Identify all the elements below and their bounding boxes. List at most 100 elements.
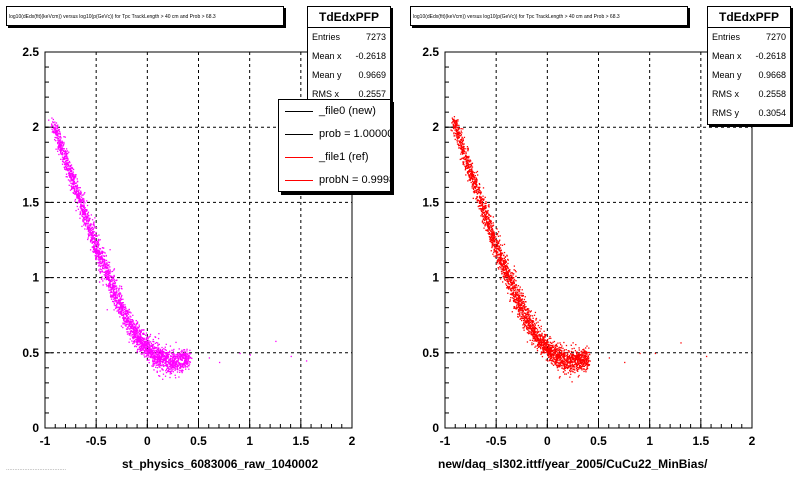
data-point — [457, 120, 459, 122]
data-point — [63, 157, 66, 160]
data-point — [517, 302, 520, 305]
data-point — [165, 357, 167, 360]
data-point — [168, 361, 171, 363]
data-point — [486, 215, 488, 218]
data-point — [72, 168, 75, 171]
data-point — [104, 264, 106, 266]
data-point — [115, 296, 117, 299]
data-point — [580, 364, 582, 367]
data-point — [167, 364, 169, 366]
data-point — [566, 363, 568, 365]
data-point — [61, 140, 63, 142]
data-point — [68, 184, 70, 186]
data-point — [570, 373, 572, 375]
data-point — [529, 311, 531, 313]
data-point — [547, 343, 549, 346]
data-point — [65, 164, 67, 166]
data-point — [64, 165, 67, 168]
data-point — [484, 213, 486, 216]
data-point — [518, 290, 521, 292]
data-point — [150, 342, 153, 345]
data-point — [186, 353, 188, 355]
data-point — [541, 339, 543, 341]
data-point — [480, 210, 483, 213]
data-point — [59, 152, 62, 154]
data-point — [164, 348, 166, 351]
data-point — [583, 351, 585, 353]
data-point — [507, 259, 509, 261]
data-point — [55, 122, 58, 124]
data-point — [176, 361, 178, 363]
data-point — [130, 326, 133, 328]
data-point — [102, 265, 104, 267]
data-point — [104, 260, 106, 262]
data-point — [123, 315, 125, 317]
data-point — [111, 270, 114, 273]
data-point — [180, 370, 182, 372]
data-point — [59, 135, 62, 138]
data-point — [154, 357, 156, 360]
data-point — [570, 367, 572, 370]
data-point — [76, 181, 79, 183]
data-point — [111, 300, 114, 303]
data-point — [137, 348, 139, 350]
data-point — [583, 360, 586, 362]
data-point — [99, 239, 101, 241]
data-point — [144, 347, 147, 350]
data-point — [477, 191, 479, 193]
data-point — [527, 314, 529, 316]
data-point — [140, 330, 142, 332]
right-canvas-pad[interactable]: -1 -0.5 0 0.5 1 1.5 2 0 0.5 1 1.5 2 2.5 log10(dEdx(f… — [400, 0, 800, 480]
data-point — [106, 285, 108, 287]
data-point — [503, 266, 505, 268]
data-point — [564, 367, 567, 369]
data-point — [568, 355, 571, 358]
data-point — [95, 258, 97, 260]
data-point — [544, 349, 547, 351]
data-point — [130, 327, 132, 329]
x-tick-label: 0.5 — [590, 434, 607, 448]
data-point — [487, 223, 489, 226]
data-point — [487, 224, 489, 227]
data-point — [65, 162, 67, 164]
right-scatter-plot[interactable]: -1 -0.5 0 0.5 1 1.5 200.511.522.5 — [400, 0, 800, 480]
data-point — [473, 176, 475, 178]
data-point — [136, 327, 138, 329]
data-point — [159, 362, 161, 365]
data-point — [163, 358, 166, 361]
data-point — [115, 306, 118, 308]
data-point — [67, 157, 69, 160]
data-point — [68, 176, 71, 178]
data-point — [82, 210, 84, 212]
data-point — [84, 228, 86, 230]
data-point — [497, 266, 499, 269]
data-point — [514, 269, 516, 272]
data-point — [116, 300, 118, 302]
y-tick-label: 0.5 — [22, 346, 39, 360]
data-point — [74, 191, 76, 194]
data-point — [111, 295, 113, 297]
data-point — [127, 309, 129, 312]
data-point — [88, 217, 90, 219]
data-point — [73, 182, 75, 184]
legend[interactable]: _file0 (new) prob = 1.000000 _file1 (ref… — [278, 99, 391, 192]
data-point — [183, 349, 185, 351]
data-point — [120, 285, 123, 288]
data-point — [476, 193, 478, 195]
data-point — [153, 350, 156, 352]
data-point — [454, 126, 456, 129]
left-canvas-pad[interactable]: -1 -0.5 0 0.5 1 1.5 2 0 0.5 1 1.5 2 2.5 log10(dEdx(f… — [0, 0, 400, 480]
data-point — [581, 367, 583, 369]
data-point — [534, 324, 537, 326]
data-point — [542, 347, 544, 349]
data-point — [165, 349, 167, 351]
data-point — [129, 318, 131, 320]
data-point — [576, 362, 578, 364]
data-point — [177, 359, 180, 361]
data-point — [101, 252, 103, 254]
data-point — [483, 211, 485, 214]
data-point — [490, 231, 492, 233]
data-point — [556, 345, 558, 348]
data-point — [75, 209, 77, 212]
stats-row-mean-x: Mean x -0.2618 — [308, 47, 390, 66]
